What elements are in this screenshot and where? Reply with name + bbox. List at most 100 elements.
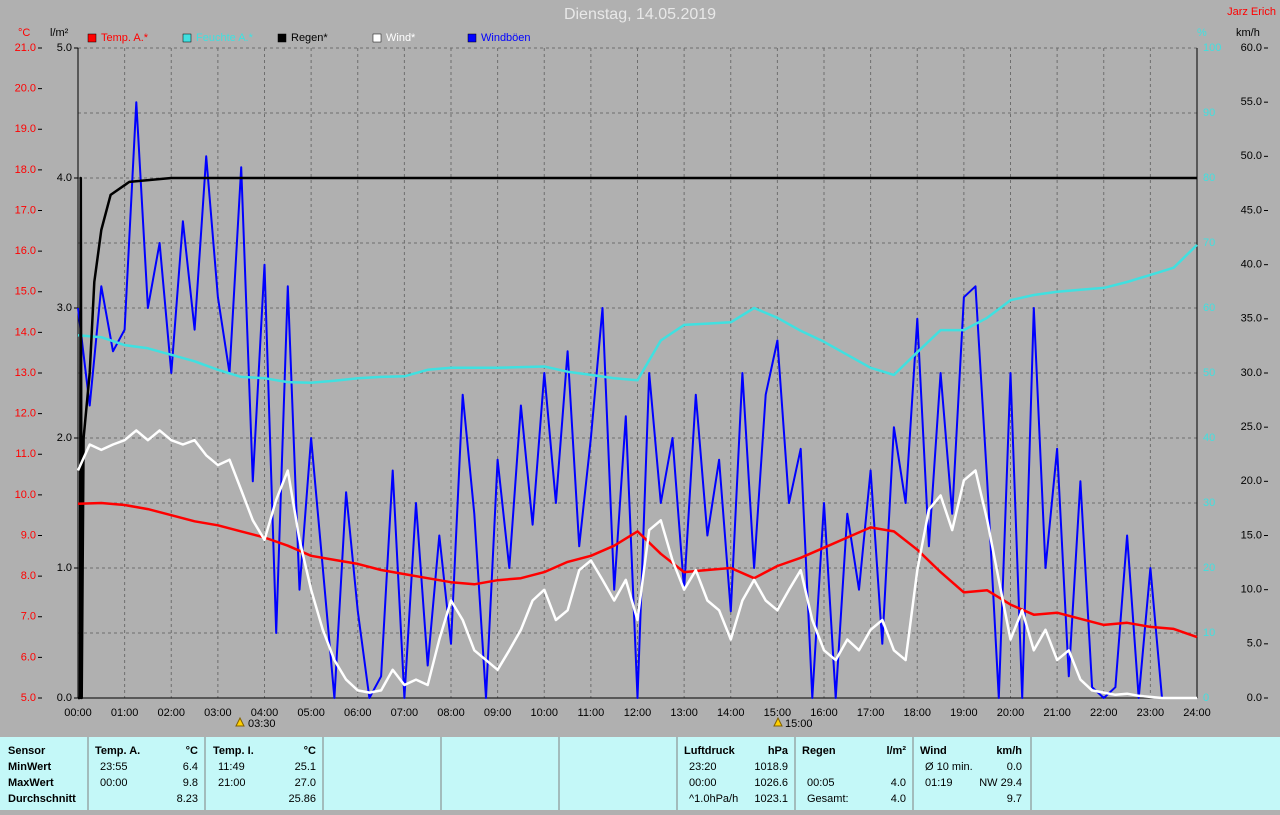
x-tick-label: 20:00 (997, 707, 1025, 719)
x-tick-label: 10:00 (530, 707, 558, 719)
table-header: Temp. I. (213, 745, 254, 757)
table-time: 23:55 (100, 761, 128, 773)
x-tick-label: 09:00 (484, 707, 512, 719)
table-value: 6.4 (183, 761, 198, 773)
series-line (77, 101, 1197, 699)
table-header: Temp. A. (95, 745, 140, 757)
row-label: MinWert (8, 761, 52, 773)
table-value: 9.8 (183, 777, 198, 789)
y4-tick-label: 40.0 (1241, 259, 1262, 271)
y-tick-label: 12.0 (15, 408, 36, 420)
y3-tick-label: 70 (1203, 237, 1215, 249)
sunset-label: 15:00 (785, 718, 813, 730)
y3-tick-label: 90 (1203, 107, 1215, 119)
table-time: 00:00 (689, 777, 717, 789)
y3-tick-label: 100 (1203, 42, 1221, 54)
y3-tick-label: 40 (1203, 432, 1215, 444)
series-line (76, 429, 1197, 700)
axis-unit: l/m² (50, 27, 69, 39)
y-tick-label: 21.0 (15, 42, 36, 54)
y4-tick-label: 20.0 (1241, 475, 1262, 487)
series-line (77, 244, 1198, 385)
y4-tick-label: 25.0 (1241, 421, 1262, 433)
y3-tick-label: 10 (1203, 627, 1215, 639)
axis-unit: km/h (1236, 27, 1260, 39)
y-tick-label: 7.0 (21, 611, 36, 623)
x-tick-label: 21:00 (1043, 707, 1071, 719)
y3-tick-label: 0 (1203, 692, 1209, 704)
legend-swatch (87, 33, 97, 43)
y4-tick-label: 30.0 (1241, 367, 1262, 379)
x-tick-label: 15:00 (764, 707, 792, 719)
table-value: 1023.1 (754, 793, 788, 805)
x-tick-label: 11:00 (578, 707, 605, 719)
legend-swatch (182, 33, 192, 43)
y-tick-label: 15.0 (15, 286, 36, 298)
sun-icon (773, 716, 783, 727)
y2-tick-label: 4.0 (57, 172, 72, 184)
legend-label: Regen* (291, 32, 328, 44)
x-tick-label: 07:00 (391, 707, 419, 719)
y4-tick-label: 45.0 (1241, 204, 1262, 216)
legend-label: Temp. A.* (101, 32, 149, 44)
y-tick-label: 6.0 (21, 651, 36, 663)
y2-tick-label: 3.0 (57, 302, 72, 314)
table-header: Luftdruck (684, 745, 736, 757)
table-time: ^1.0hPa/h (689, 793, 738, 805)
y-tick-label: 18.0 (15, 164, 36, 176)
x-tick-label: 14:00 (717, 707, 745, 719)
y3-tick-label: 30 (1203, 497, 1215, 509)
table-value: 1018.9 (754, 761, 788, 773)
table-unit: l/m² (886, 745, 906, 757)
axis-unit: % (1197, 27, 1207, 39)
x-tick-label: 04:00 (251, 707, 279, 719)
table-value: 25.1 (295, 761, 316, 773)
y3-tick-label: 50 (1203, 367, 1215, 379)
summary-table: Sensor MinWert MaxWert Durchschnitt Temp. A.… (0, 737, 1280, 810)
x-tick-label: 16:00 (810, 707, 838, 719)
legend-label: Wind* (386, 32, 416, 44)
row-label: MaxWert (8, 777, 54, 789)
x-tick-label: 23:00 (1137, 707, 1165, 719)
table-header: Sensor (8, 745, 46, 757)
table-value: 27.0 (295, 777, 316, 789)
table-time: 00:00 (100, 777, 128, 789)
y-tick-label: 9.0 (21, 529, 36, 541)
y-tick-label: 17.0 (15, 204, 36, 216)
x-tick-label: 18:00 (903, 707, 931, 719)
y4-tick-label: 50.0 (1241, 150, 1262, 162)
table-time: 23:20 (689, 761, 717, 773)
table-header: Regen (802, 745, 836, 757)
table-value: 4.0 (891, 793, 906, 805)
y3-tick-label: 20 (1203, 562, 1215, 574)
y4-tick-label: 0.0 (1247, 692, 1262, 704)
author: Jarz Erich (1227, 6, 1276, 18)
y4-tick-label: 15.0 (1241, 529, 1262, 541)
y-tick-label: 20.0 (15, 83, 36, 95)
table-time: Gesamt: (807, 793, 849, 805)
y4-tick-label: 35.0 (1241, 313, 1262, 325)
y2-tick-label: 1.0 (57, 562, 72, 574)
y3-tick-label: 80 (1203, 172, 1215, 184)
y4-tick-label: 5.0 (1247, 638, 1262, 650)
x-tick-label: 01:00 (111, 707, 139, 719)
y3-tick-label: 60 (1203, 302, 1215, 314)
x-tick-label: 03:00 (204, 707, 232, 719)
legend-label: Feuchte A.* (196, 32, 254, 44)
x-tick-label: 19:00 (950, 707, 978, 719)
table-value: 4.0 (891, 777, 906, 789)
axis-unit: °C (18, 27, 30, 39)
sunrise-label: 03:30 (248, 718, 276, 730)
table-value: 25.86 (288, 793, 316, 805)
x-tick-label: 12:00 (624, 707, 652, 719)
y2-tick-label: 0.0 (57, 692, 72, 704)
table-value: 1026.6 (754, 777, 788, 789)
y4-tick-label: 60.0 (1241, 42, 1262, 54)
y4-tick-label: 10.0 (1241, 584, 1262, 596)
table-header: Wind (920, 745, 947, 757)
x-tick-label: 22:00 (1090, 707, 1118, 719)
y-tick-label: 5.0 (21, 692, 36, 704)
y-tick-label: 14.0 (15, 326, 36, 338)
x-tick-label: 02:00 (157, 707, 185, 719)
